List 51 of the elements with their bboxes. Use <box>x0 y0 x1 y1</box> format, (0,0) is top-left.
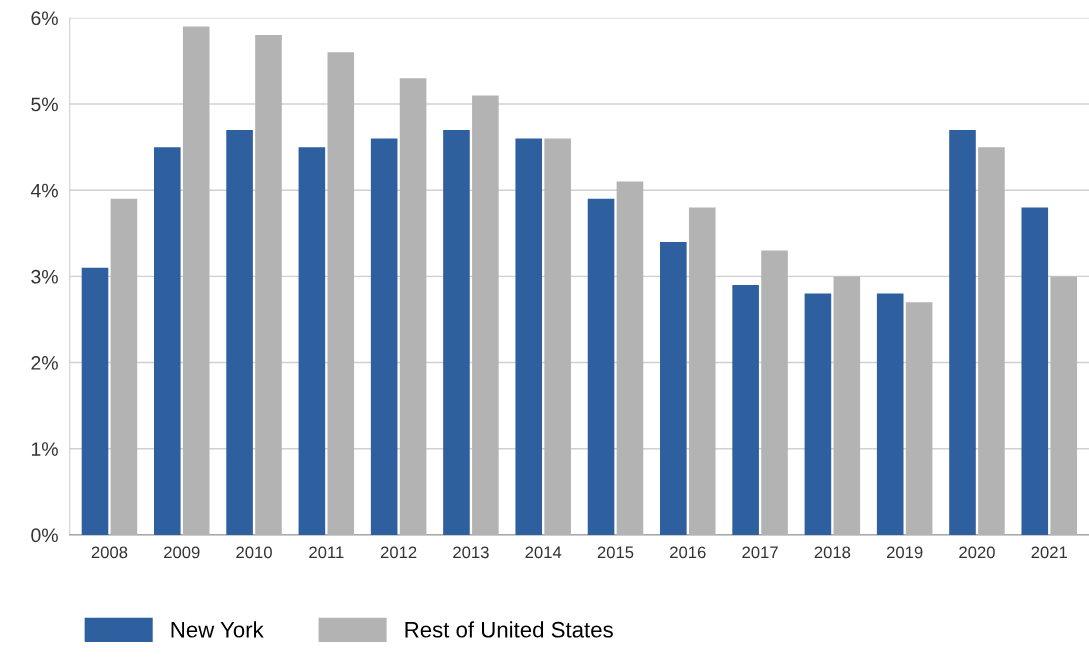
bar <box>876 293 904 535</box>
x-tick-label: 2012 <box>380 546 417 559</box>
bar <box>616 181 644 535</box>
bar <box>978 147 1005 535</box>
bar <box>81 267 109 535</box>
bar <box>804 293 832 535</box>
legend-label: Rest of United States <box>405 621 613 638</box>
x-tick-label: 2011 <box>309 546 344 559</box>
x-tick-label: 2016 <box>670 546 706 559</box>
bar <box>949 129 976 535</box>
x-tick-label: 2018 <box>814 546 851 559</box>
x-tick-label: 2017 <box>742 546 778 559</box>
x-tick-label: 2015 <box>597 546 634 559</box>
bar <box>399 78 427 535</box>
bar <box>443 129 470 535</box>
y-tick-label: 1% <box>31 442 58 456</box>
bar <box>298 147 326 535</box>
bar <box>1050 276 1077 535</box>
bar <box>153 147 181 535</box>
x-tick-label: 2010 <box>236 546 272 559</box>
bar <box>370 138 398 535</box>
bar <box>587 198 615 535</box>
bar <box>544 138 571 535</box>
bar <box>761 250 788 535</box>
bar <box>110 198 138 535</box>
bar <box>1021 207 1049 535</box>
legend-label: New York <box>171 621 264 638</box>
x-tick-label: 2008 <box>91 546 128 559</box>
bar <box>327 52 355 535</box>
bar <box>255 35 282 535</box>
y-tick-label: 2% <box>31 356 58 370</box>
x-tick-label: 2009 <box>164 546 200 559</box>
x-tick-label: 2019 <box>886 546 923 559</box>
x-tick-label: 2014 <box>525 546 562 559</box>
bar <box>182 26 210 535</box>
bar <box>515 138 543 535</box>
x-tick-label: 2013 <box>453 546 489 559</box>
x-tick-label: 2021 <box>1031 546 1067 559</box>
y-tick-label: 6% <box>31 11 58 26</box>
bar <box>732 285 759 535</box>
bar <box>226 129 253 535</box>
bar <box>472 95 499 535</box>
bar <box>688 207 716 535</box>
y-tick-label: 5% <box>31 97 58 112</box>
y-tick-label: 0% <box>31 528 58 543</box>
y-tick-label: 3% <box>31 269 58 284</box>
bar <box>660 241 687 535</box>
bar <box>833 276 861 535</box>
x-tick-label: 2020 <box>959 546 995 559</box>
y-tick-label: 4% <box>30 183 58 198</box>
bar <box>905 302 933 535</box>
